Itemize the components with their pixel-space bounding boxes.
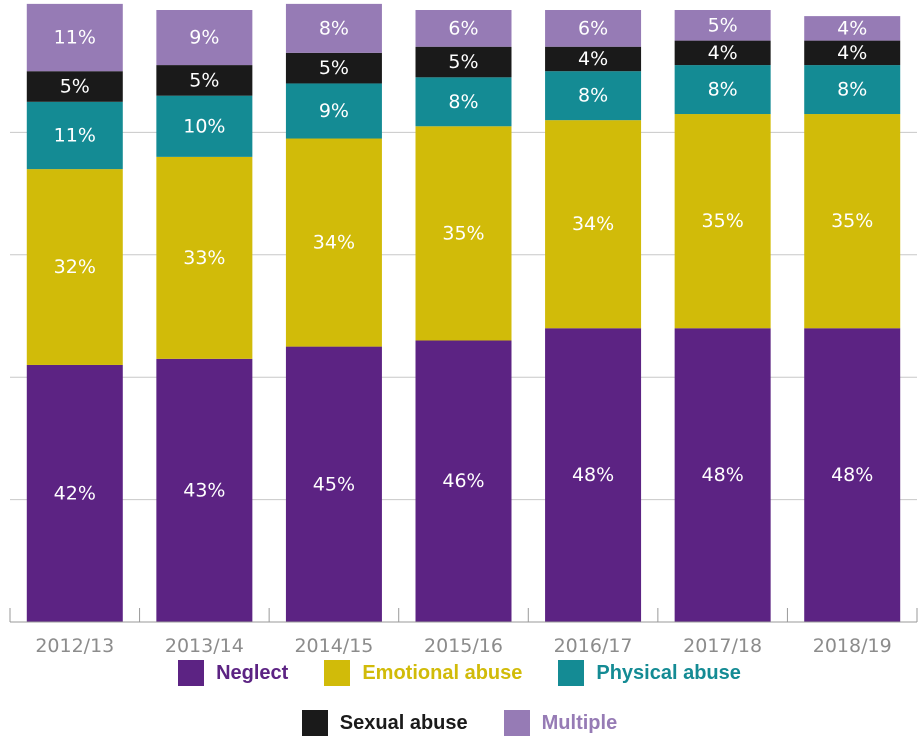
legend-row-2: Sexual abuse Multiple <box>0 710 919 736</box>
legend-label-sexual-abuse: Sexual abuse <box>339 711 468 734</box>
x-tick-label: 2012/13 <box>35 635 114 657</box>
legend-label-emotional-abuse: Emotional abuse <box>362 661 523 684</box>
data-label: 8% <box>448 91 478 113</box>
data-label: 35% <box>702 210 744 232</box>
data-label: 8% <box>578 85 608 107</box>
bar-segment <box>415 340 512 622</box>
bar-segment <box>26 101 123 170</box>
legend-item-physical-abuse: Physical abuse <box>558 660 741 686</box>
data-label: 42% <box>54 482 96 504</box>
data-label: 4% <box>837 17 867 39</box>
data-label: 48% <box>831 464 873 486</box>
data-label: 4% <box>578 48 608 70</box>
legend-swatch-multiple <box>503 710 530 736</box>
legend-item-sexual-abuse: Sexual abuse <box>301 710 468 736</box>
bar-segment <box>804 65 901 115</box>
data-label: 9% <box>319 100 349 122</box>
data-label: 48% <box>572 464 614 486</box>
bar-segment <box>804 328 901 622</box>
data-label: 46% <box>442 470 484 492</box>
data-label: 34% <box>572 213 614 235</box>
bar-segment <box>804 16 901 41</box>
data-label: 8% <box>708 79 738 101</box>
bar-segment <box>674 40 771 66</box>
legend-swatch-sexual-abuse <box>301 710 328 736</box>
bar-segment <box>415 46 512 78</box>
data-label: 34% <box>313 232 355 254</box>
data-label: 5% <box>60 76 90 98</box>
legend-row-1: Neglect Emotional abuse Physical abuse <box>0 660 919 686</box>
data-label: 10% <box>183 115 225 137</box>
bar-segment <box>674 114 771 329</box>
x-tick-label: 2017/18 <box>683 635 762 657</box>
bar-segment <box>415 77 512 127</box>
bar-segment <box>26 3 123 72</box>
bar-segment <box>156 156 253 359</box>
bar-segment <box>285 52 382 84</box>
x-tick-label: 2015/16 <box>424 635 503 657</box>
bar-segment <box>545 10 642 47</box>
x-axis: 2012/13 2013/14 2014/15 2015/16 2016/17 2017/… <box>9 608 918 657</box>
data-label: 5% <box>319 57 349 79</box>
bar-segment <box>285 346 382 622</box>
x-tick-label: 2013/14 <box>165 635 244 657</box>
bar-segment <box>156 95 253 157</box>
legend-swatch-neglect <box>178 660 205 686</box>
bar-segment <box>26 364 123 622</box>
data-label: 6% <box>578 17 608 39</box>
bar-segment <box>415 10 512 47</box>
legend-swatch-physical-abuse <box>558 660 585 686</box>
bar-segment <box>545 46 642 72</box>
bar-segment <box>26 169 123 365</box>
bar-segment <box>156 10 253 66</box>
bar-segment <box>26 71 123 102</box>
bars: 42% 32% 11% 5% 11% 43% 33% 10% 5% 9% 45% 34% 9% 5% 8% 4… <box>26 3 901 622</box>
stacked-bar-chart: 42% 32% 11% 5% 11% 43% 33% 10% 5% 9% 45% 34% 9% 5% 8% 4… <box>9 3 918 657</box>
bar-segment <box>156 358 253 622</box>
legend-swatch-emotional-abuse <box>324 660 351 686</box>
data-label: 8% <box>319 17 349 39</box>
bar-segment <box>674 65 771 115</box>
legend-label-multiple: Multiple <box>541 711 618 734</box>
data-label: 4% <box>837 42 867 64</box>
bar-segment <box>285 3 382 53</box>
data-label: 5% <box>708 14 738 36</box>
data-label: 33% <box>183 247 225 269</box>
legend-label-neglect: Neglect <box>216 661 289 684</box>
bar-segment <box>674 328 771 622</box>
data-label: 5% <box>189 69 219 91</box>
x-tick-label: 2016/17 <box>554 635 633 657</box>
legend-label-physical-abuse: Physical abuse <box>596 661 741 684</box>
bar-segment <box>804 114 901 329</box>
legend-item-multiple: Multiple <box>503 710 618 736</box>
data-label: 5% <box>448 51 478 73</box>
data-label: 8% <box>837 79 867 101</box>
bar-segment <box>545 71 642 121</box>
bar-segment <box>285 83 382 139</box>
data-label: 48% <box>702 464 744 486</box>
bar-segment <box>804 40 901 66</box>
bar-segment <box>156 65 253 96</box>
bar-segment <box>415 126 512 341</box>
data-label: 43% <box>183 479 225 501</box>
data-label: 9% <box>189 27 219 49</box>
legend-item-emotional-abuse: Emotional abuse <box>324 660 522 686</box>
bar-segment <box>674 10 771 41</box>
x-tick-label: 2018/19 <box>813 635 892 657</box>
data-label: 6% <box>448 17 478 39</box>
data-label: 32% <box>54 256 96 278</box>
x-tick-label: 2014/15 <box>294 635 373 657</box>
bar-segment <box>285 138 382 347</box>
data-label: 45% <box>313 473 355 495</box>
data-label: 11% <box>54 27 96 49</box>
data-label: 11% <box>54 124 96 146</box>
data-label: 35% <box>442 222 484 244</box>
bar-segment <box>545 120 642 329</box>
data-label: 4% <box>708 42 738 64</box>
bar-segment <box>545 328 642 622</box>
legend-item-neglect: Neglect <box>178 660 288 686</box>
data-label: 35% <box>831 210 873 232</box>
